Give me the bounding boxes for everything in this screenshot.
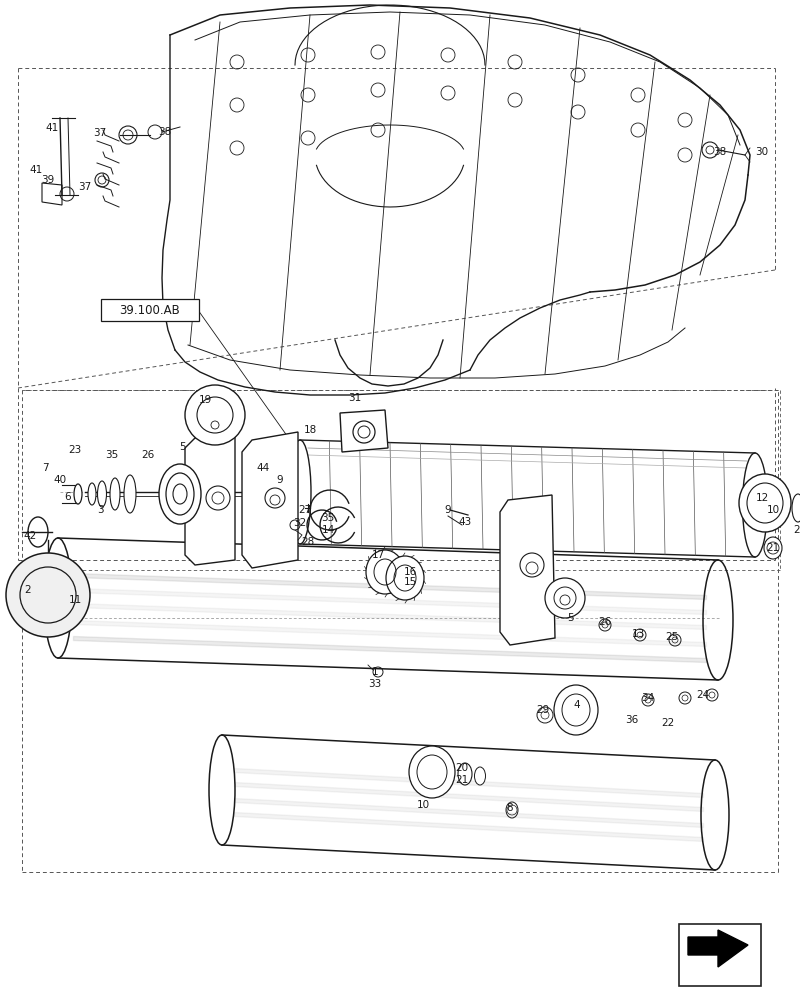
Text: 19: 19 <box>198 395 212 405</box>
Ellipse shape <box>764 537 782 559</box>
Text: 41: 41 <box>46 123 58 133</box>
Text: 23: 23 <box>68 445 82 455</box>
Ellipse shape <box>792 494 800 522</box>
Text: 9: 9 <box>445 505 451 515</box>
FancyBboxPatch shape <box>101 299 199 321</box>
Text: 9: 9 <box>277 475 283 485</box>
Text: 36: 36 <box>626 715 638 725</box>
Ellipse shape <box>554 685 598 735</box>
Text: 15: 15 <box>403 577 417 587</box>
Circle shape <box>545 578 585 618</box>
Ellipse shape <box>124 475 136 513</box>
Text: 27: 27 <box>298 505 312 515</box>
Circle shape <box>185 385 245 445</box>
Polygon shape <box>500 495 555 645</box>
Text: 33: 33 <box>368 679 382 689</box>
Text: 26: 26 <box>142 450 154 460</box>
Text: 22: 22 <box>662 718 674 728</box>
Polygon shape <box>185 432 235 565</box>
Ellipse shape <box>474 767 486 785</box>
Text: 39.100.AB: 39.100.AB <box>120 304 180 316</box>
Text: 21: 21 <box>455 775 469 785</box>
Text: 20: 20 <box>794 525 800 535</box>
Text: 17: 17 <box>371 550 385 560</box>
Text: 37: 37 <box>94 128 106 138</box>
Ellipse shape <box>110 478 120 510</box>
Text: 11: 11 <box>68 595 82 605</box>
Circle shape <box>6 553 90 637</box>
Text: 16: 16 <box>403 567 417 577</box>
Ellipse shape <box>409 746 455 798</box>
Text: 26: 26 <box>598 617 612 627</box>
Text: 5: 5 <box>180 442 186 452</box>
Text: 25: 25 <box>666 632 678 642</box>
Text: 1: 1 <box>372 667 378 677</box>
Text: 39: 39 <box>42 175 54 185</box>
Text: 10: 10 <box>766 505 779 515</box>
Ellipse shape <box>74 484 82 504</box>
Ellipse shape <box>98 481 106 507</box>
Ellipse shape <box>366 550 404 594</box>
Polygon shape <box>242 432 298 568</box>
Text: 38: 38 <box>158 127 172 137</box>
Ellipse shape <box>159 464 201 524</box>
Text: 38: 38 <box>714 147 726 157</box>
Text: 35: 35 <box>106 450 118 460</box>
Ellipse shape <box>88 483 96 505</box>
Polygon shape <box>340 410 388 452</box>
Text: 34: 34 <box>642 693 654 703</box>
Text: 20: 20 <box>455 763 469 773</box>
Text: 28: 28 <box>302 537 314 547</box>
Text: 6: 6 <box>65 492 71 502</box>
Text: 2: 2 <box>25 585 31 595</box>
FancyBboxPatch shape <box>679 924 761 986</box>
Text: 41: 41 <box>30 165 42 175</box>
Text: 5: 5 <box>566 613 574 623</box>
Ellipse shape <box>458 763 472 785</box>
Text: 21: 21 <box>766 543 780 553</box>
Text: 43: 43 <box>458 517 472 527</box>
Text: 29: 29 <box>536 705 550 715</box>
Ellipse shape <box>386 556 424 600</box>
Text: 14: 14 <box>322 525 334 535</box>
Text: 4: 4 <box>574 700 580 710</box>
Text: 30: 30 <box>755 147 769 157</box>
Text: 37: 37 <box>78 182 92 192</box>
Text: 42: 42 <box>23 531 37 541</box>
Text: 44: 44 <box>256 463 270 473</box>
Polygon shape <box>688 930 748 967</box>
Ellipse shape <box>739 474 791 532</box>
Text: 8: 8 <box>506 803 514 813</box>
Text: 13: 13 <box>631 629 645 639</box>
Text: 40: 40 <box>54 475 66 485</box>
Text: 10: 10 <box>417 800 430 810</box>
Text: 3: 3 <box>97 505 103 515</box>
Text: 18: 18 <box>303 425 317 435</box>
Text: 32: 32 <box>294 518 306 528</box>
Text: 35: 35 <box>322 513 334 523</box>
Text: 24: 24 <box>696 690 710 700</box>
Text: 31: 31 <box>348 393 362 403</box>
Text: 7: 7 <box>42 463 48 473</box>
Text: 12: 12 <box>755 493 769 503</box>
